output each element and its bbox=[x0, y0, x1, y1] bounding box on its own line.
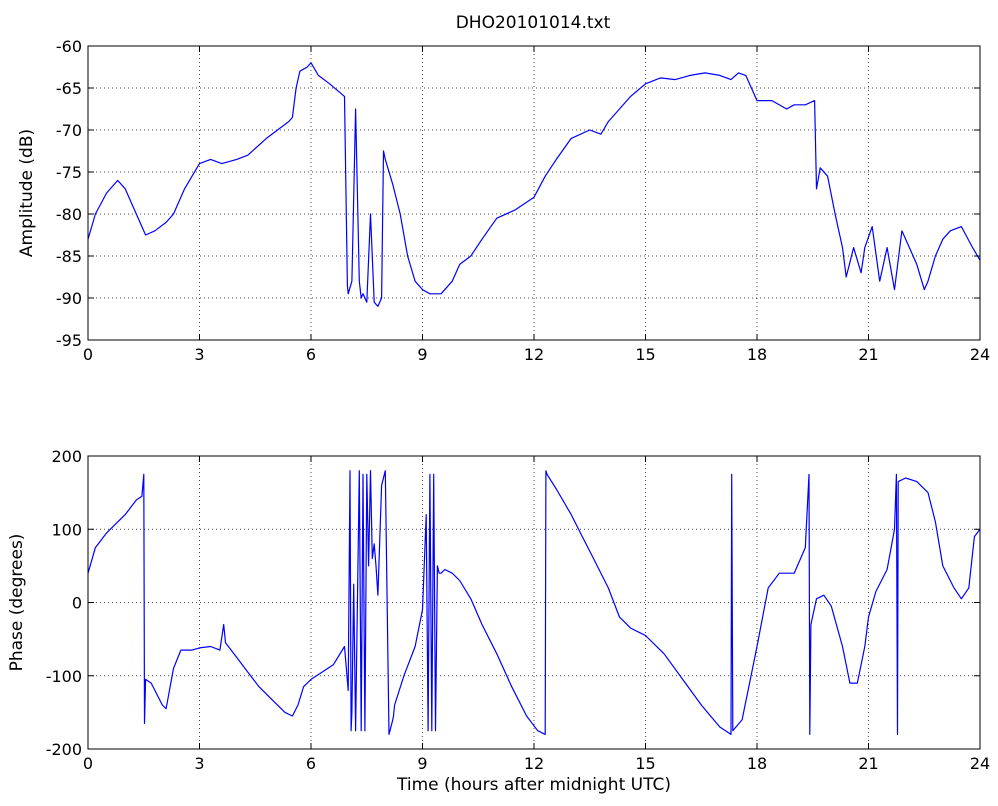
y-tick-label: -60 bbox=[56, 37, 82, 56]
x-tick-label: 6 bbox=[306, 754, 316, 773]
plot-area bbox=[88, 456, 980, 749]
y-tick-label: 0 bbox=[72, 594, 82, 613]
x-tick-label: 0 bbox=[83, 754, 93, 773]
x-tick-label: 12 bbox=[524, 754, 544, 773]
x-tick-label: 24 bbox=[970, 754, 990, 773]
figure-title: DHO20101014.txt bbox=[456, 13, 611, 33]
ticks: 0 3 6 9 12 15 18 21 24 -95 -90 -85 -80 -75 -70 -65 -60 bbox=[56, 37, 990, 364]
x-axis-title: Time (hours after midnight UTC) bbox=[396, 775, 671, 795]
x-tick-label: 24 bbox=[970, 345, 990, 364]
y-tick-label: -95 bbox=[56, 331, 82, 350]
ticks: 0 3 6 9 12 15 18 21 24 -200 -100 0 100 200 bbox=[46, 447, 990, 773]
y-tick-label: 200 bbox=[51, 447, 82, 466]
data-line-series-0 bbox=[87, 470, 981, 735]
x-tick-label: 18 bbox=[747, 345, 767, 364]
x-tick-label: 21 bbox=[858, 345, 878, 364]
x-tick-label: 3 bbox=[194, 754, 204, 773]
y-tick-label: -80 bbox=[56, 205, 82, 224]
grid-lines bbox=[88, 46, 980, 340]
phase-panel: 0 3 6 9 12 15 18 21 24 -200 -100 0 100 200 Phase (degr… bbox=[7, 447, 990, 795]
y-tick-label: -70 bbox=[56, 121, 82, 140]
grid-lines bbox=[88, 456, 980, 749]
x-tick-label: 15 bbox=[635, 345, 655, 364]
x-tick-label: 9 bbox=[417, 345, 427, 364]
x-tick-label: 9 bbox=[417, 754, 427, 773]
x-tick-label: 6 bbox=[306, 345, 316, 364]
amplitude-panel: 0 3 6 9 12 15 18 21 24 -95 -90 -85 -80 -75 -70 -65 -60 Am… bbox=[17, 37, 990, 364]
y-tick-label: -75 bbox=[56, 163, 82, 182]
x-tick-label: 18 bbox=[747, 754, 767, 773]
x-tick-label: 0 bbox=[83, 345, 93, 364]
y-tick-label: -85 bbox=[56, 247, 82, 266]
y-axis-title: Phase (degrees) bbox=[7, 534, 27, 672]
x-tick-label: 21 bbox=[858, 754, 878, 773]
y-tick-label: -90 bbox=[56, 289, 82, 308]
y-axis-title: Amplitude (dB) bbox=[17, 129, 37, 257]
data-line-series-0 bbox=[87, 62, 981, 307]
x-tick-label: 15 bbox=[635, 754, 655, 773]
y-tick-label: -65 bbox=[56, 79, 82, 98]
y-tick-label: -200 bbox=[46, 740, 82, 759]
x-tick-label: 12 bbox=[524, 345, 544, 364]
y-tick-label: 100 bbox=[51, 520, 82, 539]
y-tick-label: -100 bbox=[46, 667, 82, 686]
x-tick-label: 3 bbox=[194, 345, 204, 364]
